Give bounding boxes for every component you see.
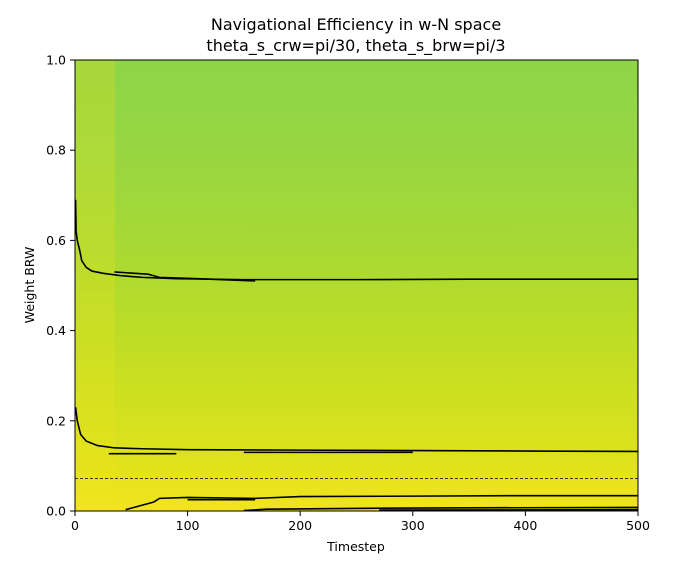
y-tick-label: 0.6: [46, 233, 66, 248]
contour-upper: [75, 199, 638, 281]
chart-title: Navigational Efficiency in w-N space: [211, 15, 501, 34]
x-tick-label: 100: [176, 518, 200, 533]
heatmap-area: [75, 60, 638, 511]
x-tick-label: 500: [626, 518, 650, 533]
y-tick-label: 0.4: [46, 323, 66, 338]
y-tick-label: 0.2: [46, 413, 66, 428]
y-tick-label: 0.0: [46, 504, 66, 519]
x-axis-label: Timestep: [326, 539, 385, 554]
contour-middle: [75, 407, 638, 453]
y-axis-label: Weight BRW: [22, 247, 37, 324]
y-tick-label: 0.8: [46, 143, 66, 158]
plot-frame: [74, 59, 639, 512]
chart-subtitle: theta_s_crw=pi/30, theta_s_brw=pi/3: [206, 36, 505, 56]
contour-lines: [75, 199, 638, 511]
contour-bottom: [243, 506, 638, 511]
x-tick-label: 0: [71, 518, 79, 533]
y-tick-label: 1.0: [46, 53, 66, 68]
x-axis-ticks: 0 100 200 300 400 500: [71, 511, 650, 533]
contour-lower: [125, 494, 638, 511]
contour-upper-dash: [114, 271, 256, 282]
x-tick-label: 400: [513, 518, 537, 533]
x-tick-label: 300: [401, 518, 425, 533]
y-axis-ticks: 0.0 0.2 0.4 0.6 0.8 1.0: [46, 53, 75, 519]
x-tick-label: 200: [288, 518, 312, 533]
heatmap-left-band: [75, 60, 115, 511]
